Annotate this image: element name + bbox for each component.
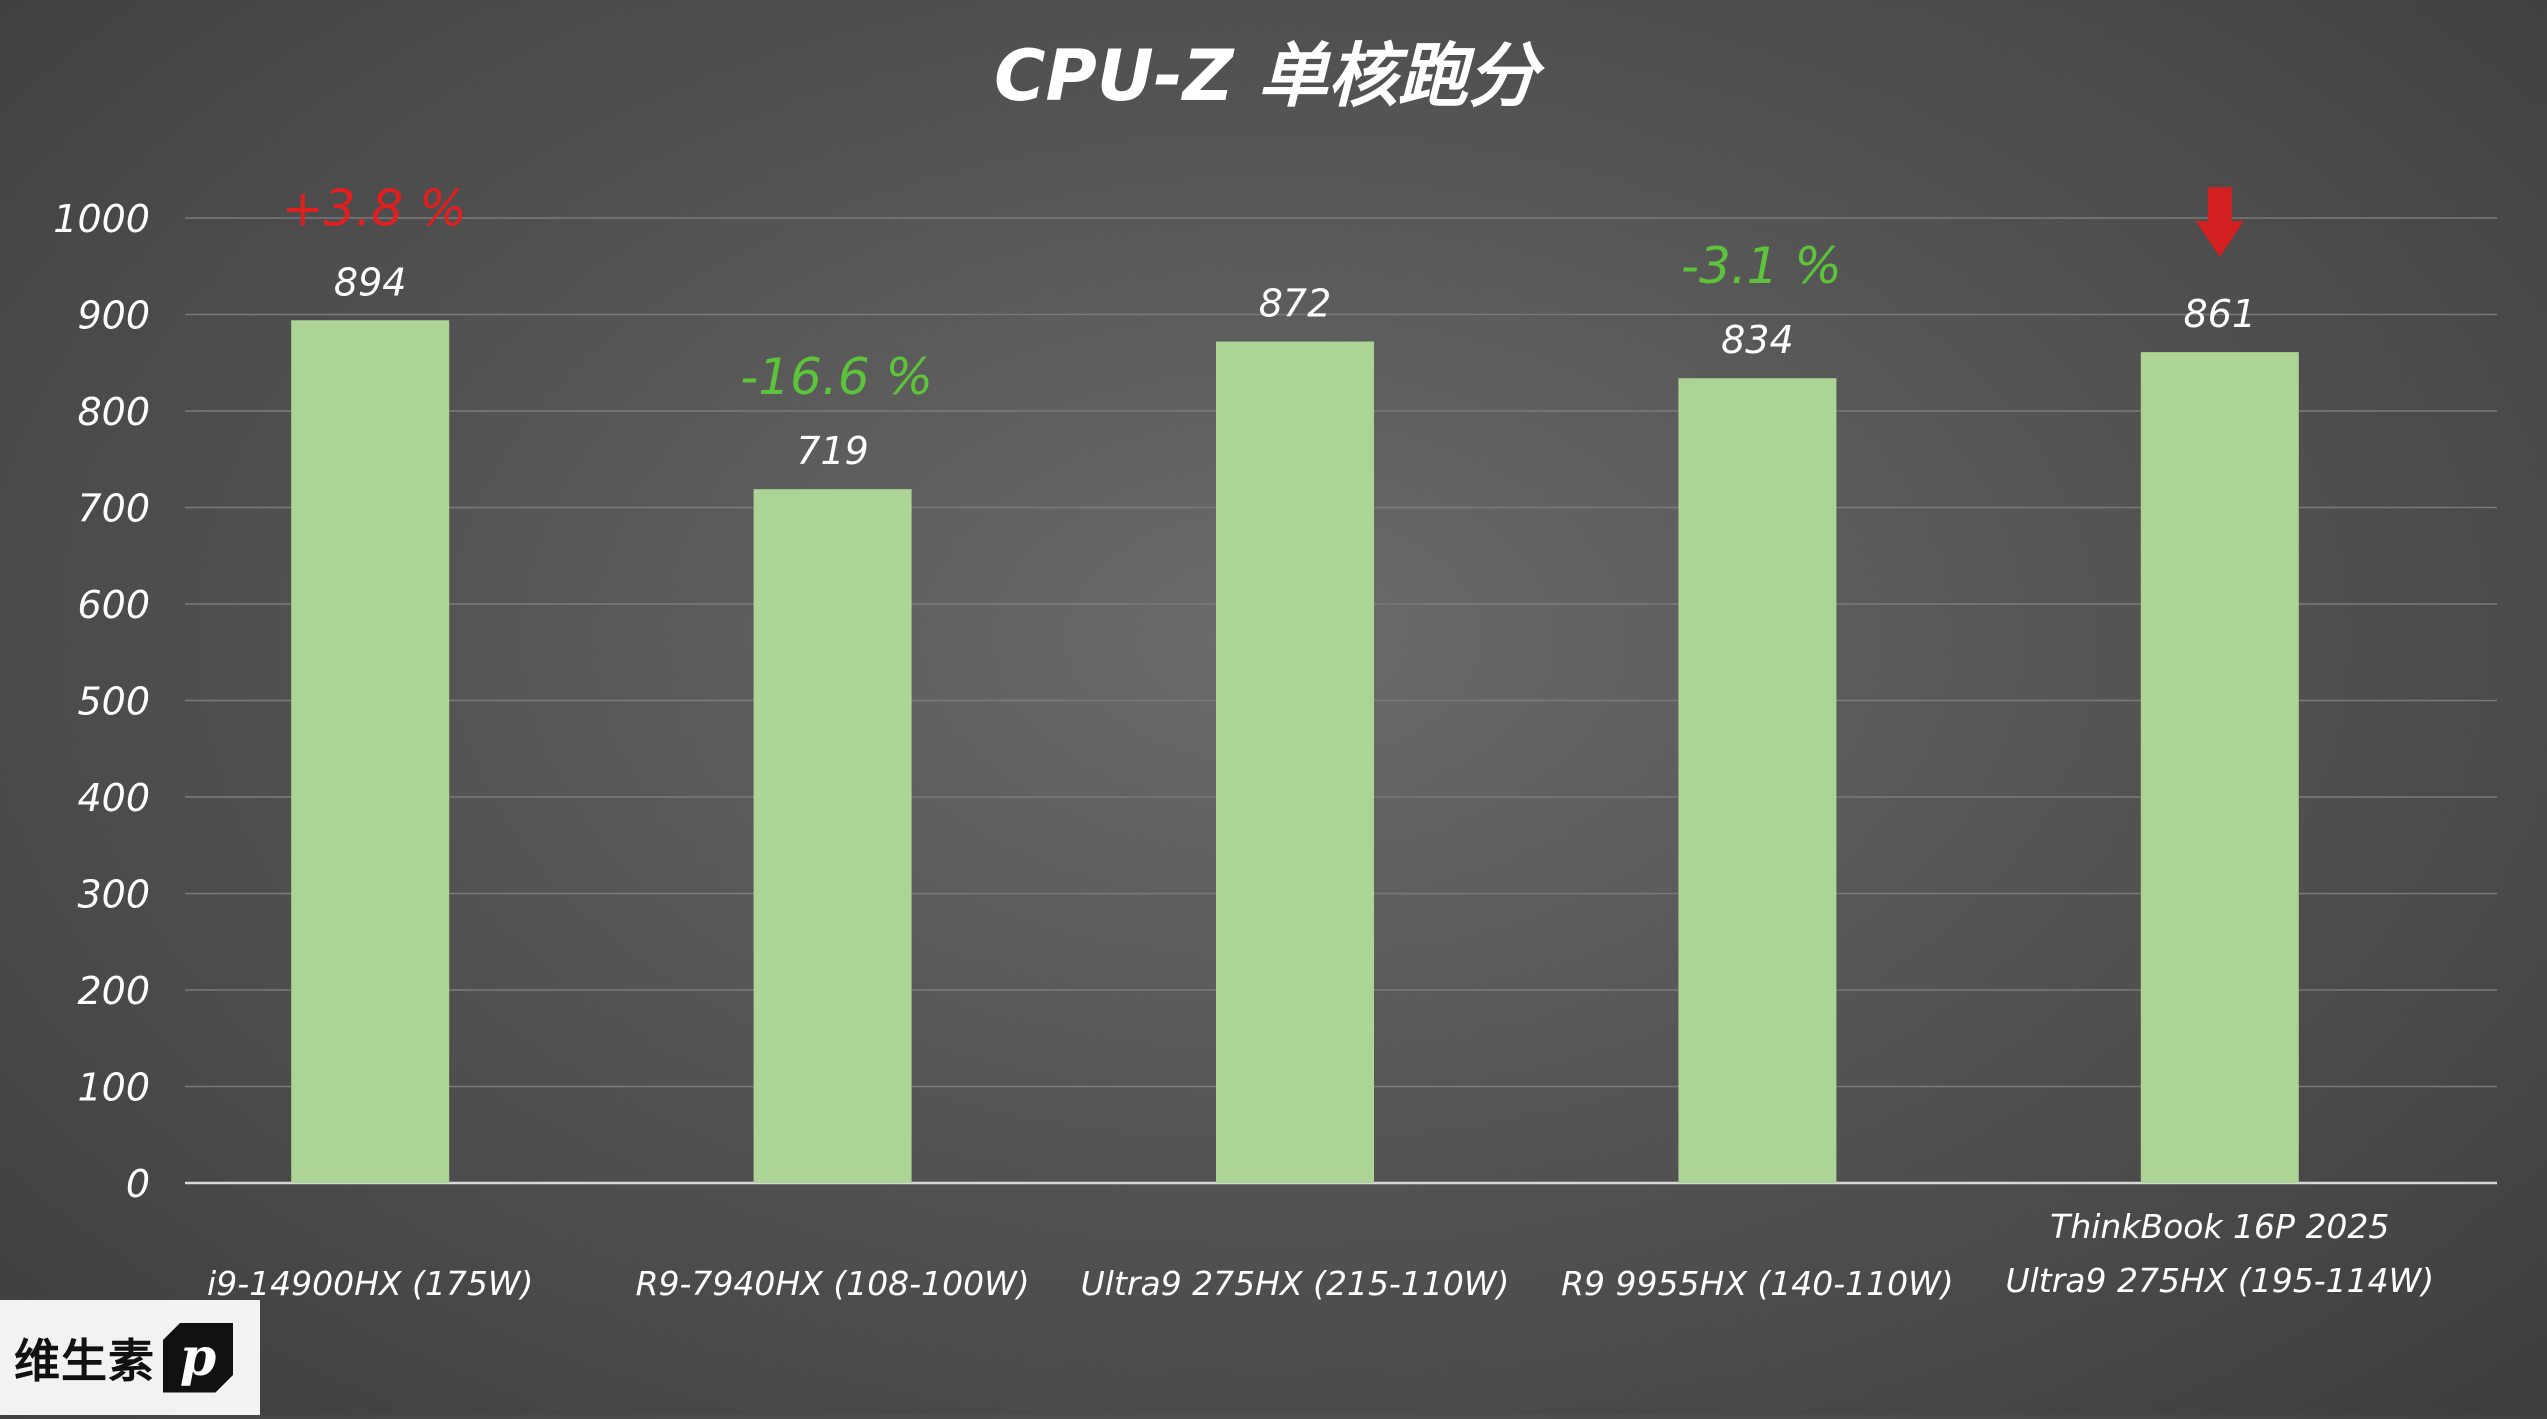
y-tick-label: 1000 (53, 197, 150, 241)
y-tick-label: 0 (126, 1162, 150, 1206)
logo-text: 维生素 (14, 1333, 155, 1388)
data-label: 861 (2184, 292, 2257, 336)
data-label: 719 (796, 429, 869, 473)
x-tick-label: Ultra9 275HX (195-114W) (2005, 1261, 2434, 1300)
y-tick-label: 200 (77, 969, 150, 1013)
percent-annotation: -16.6 % (740, 348, 933, 406)
percent-annotation: +3.8 % (282, 179, 467, 237)
y-tick-label: 100 (77, 1066, 150, 1110)
y-tick-label: 300 (77, 873, 150, 917)
brand-logo: 维生素 p (0, 1300, 260, 1415)
data-label: 834 (1721, 318, 1794, 362)
logo-mark-icon: p (163, 1322, 233, 1393)
y-tick-label: 400 (77, 776, 150, 820)
arrow-head (2195, 221, 2244, 258)
bar (1216, 341, 1374, 1183)
arrow-shaft (2207, 187, 2232, 224)
x-tick-label: R9-7940HX (108-100W) (636, 1264, 1030, 1303)
x-tick-label: i9-14900HX (175W) (207, 1264, 533, 1303)
y-tick-label: 600 (77, 583, 150, 627)
y-tick-label: 800 (77, 390, 150, 434)
y-tick-label: 700 (77, 487, 150, 531)
bar (2140, 352, 2299, 1183)
data-label: 872 (1259, 282, 1332, 326)
x-tick-label: R9 9955HX (140-110W) (1561, 1264, 1954, 1303)
bar (753, 489, 912, 1183)
x-tick-label: Ultra9 275HX (215-110W) (1081, 1264, 1510, 1303)
data-label: 894 (334, 260, 407, 304)
percent-annotation: -3.1 % (1681, 237, 1842, 295)
down-arrow-icon (2195, 187, 2244, 258)
y-tick-label: 900 (77, 294, 150, 338)
bar (291, 320, 450, 1183)
chart-title: CPU-Z 单核跑分 (994, 35, 1546, 117)
y-tick-label: 500 (77, 680, 150, 724)
x-tick-label: ThinkBook 16P 2025 (2050, 1207, 2389, 1246)
bar (1678, 378, 1837, 1183)
